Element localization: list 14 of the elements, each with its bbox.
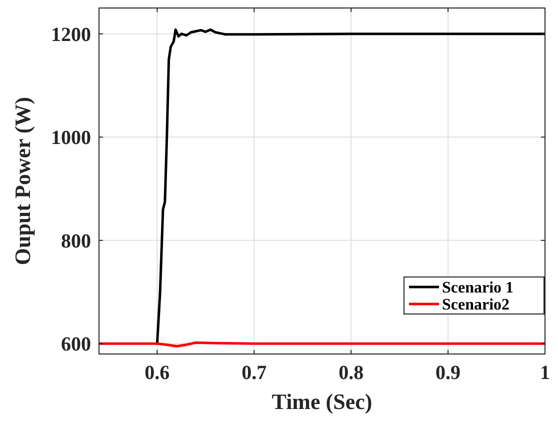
legend-label: Scenario 1 [442,280,514,297]
line-series [156,28,546,345]
legend-label: Scenario2 [442,296,510,314]
x-tick-label: 0.9 [436,362,461,384]
x-tick-label: 1 [540,362,550,384]
y-axis-title: Ouput Power (W) [10,96,35,266]
x-tick-label: 0.8 [338,362,364,384]
x-axis-title: Time (Sec) [272,389,372,414]
x-tick-label: 0.7 [242,362,267,384]
y-tick-label: 1200 [51,24,91,46]
x-tick-label: 0.6 [144,362,170,384]
y-tick-label: 800 [61,230,91,252]
y-tick-label: 600 [61,334,91,356]
y-tick-label: 1000 [51,127,91,150]
